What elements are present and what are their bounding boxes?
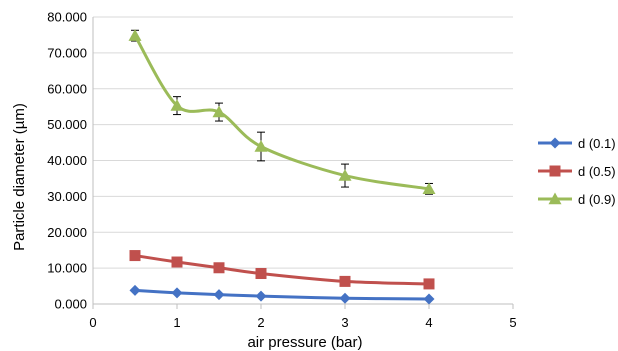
legend-swatch-marker bbox=[549, 165, 561, 177]
x-tick-label: 0 bbox=[89, 315, 96, 330]
data-point bbox=[338, 169, 352, 181]
series-line-2 bbox=[133, 34, 431, 191]
data-point bbox=[213, 289, 225, 301]
legend-label: d (0.9) bbox=[578, 192, 616, 207]
x-tick-labels: 0 1 2 3 4 5 bbox=[89, 315, 516, 330]
data-point bbox=[255, 268, 267, 280]
series-markers bbox=[128, 29, 436, 305]
y-tick-label: 40.000 bbox=[47, 153, 87, 168]
legend-item: d (0.5) bbox=[538, 164, 616, 179]
data-point bbox=[423, 278, 435, 290]
y-tick-label: 80.000 bbox=[47, 10, 87, 25]
y-tick-label: 0.000 bbox=[54, 297, 87, 312]
x-tick-label: 1 bbox=[173, 315, 180, 330]
y-tick-label: 70.000 bbox=[47, 45, 87, 60]
legend-label: d (0.5) bbox=[578, 164, 616, 179]
y-tick-label: 30.000 bbox=[47, 189, 87, 204]
x-axis-title: air pressure (bar) bbox=[247, 334, 362, 351]
axes bbox=[92, 17, 514, 309]
data-point bbox=[171, 256, 183, 268]
error-bars bbox=[131, 29, 433, 195]
data-point bbox=[170, 99, 184, 111]
legend-label: d (0.1) bbox=[578, 136, 616, 151]
data-point bbox=[213, 262, 225, 274]
y-tick-label: 60.000 bbox=[47, 81, 87, 96]
y-tick-label: 10.000 bbox=[47, 261, 87, 276]
legend-item: d (0.9) bbox=[538, 192, 616, 207]
legend: d (0.1) d (0.5) d (0.9) bbox=[538, 136, 616, 207]
x-tick-label: 5 bbox=[509, 315, 516, 330]
gridlines bbox=[93, 16, 513, 269]
y-tick-label: 50.000 bbox=[47, 117, 87, 132]
data-point bbox=[423, 293, 435, 305]
x-tick-label: 4 bbox=[425, 315, 432, 330]
legend-swatch-marker bbox=[549, 137, 561, 149]
legend-swatch-marker bbox=[548, 192, 562, 205]
data-point bbox=[129, 250, 141, 262]
data-point bbox=[422, 182, 436, 195]
y-axis-title: Particle diameter (µm) bbox=[11, 103, 28, 251]
y-tick-labels: 0.000 10.000 20.000 30.000 40.000 50.000 60.00… bbox=[47, 10, 87, 312]
y-tick-label: 20.000 bbox=[47, 225, 87, 240]
x-tick-label: 2 bbox=[257, 315, 264, 330]
legend-item: d (0.1) bbox=[538, 136, 616, 151]
x-tick-label: 3 bbox=[341, 315, 348, 330]
data-point bbox=[171, 287, 183, 299]
data-point bbox=[212, 105, 226, 118]
data-point bbox=[129, 284, 141, 296]
data-point bbox=[254, 140, 268, 152]
data-point bbox=[339, 275, 351, 287]
data-point bbox=[339, 292, 351, 304]
data-point bbox=[255, 290, 267, 302]
data-point bbox=[128, 29, 142, 41]
